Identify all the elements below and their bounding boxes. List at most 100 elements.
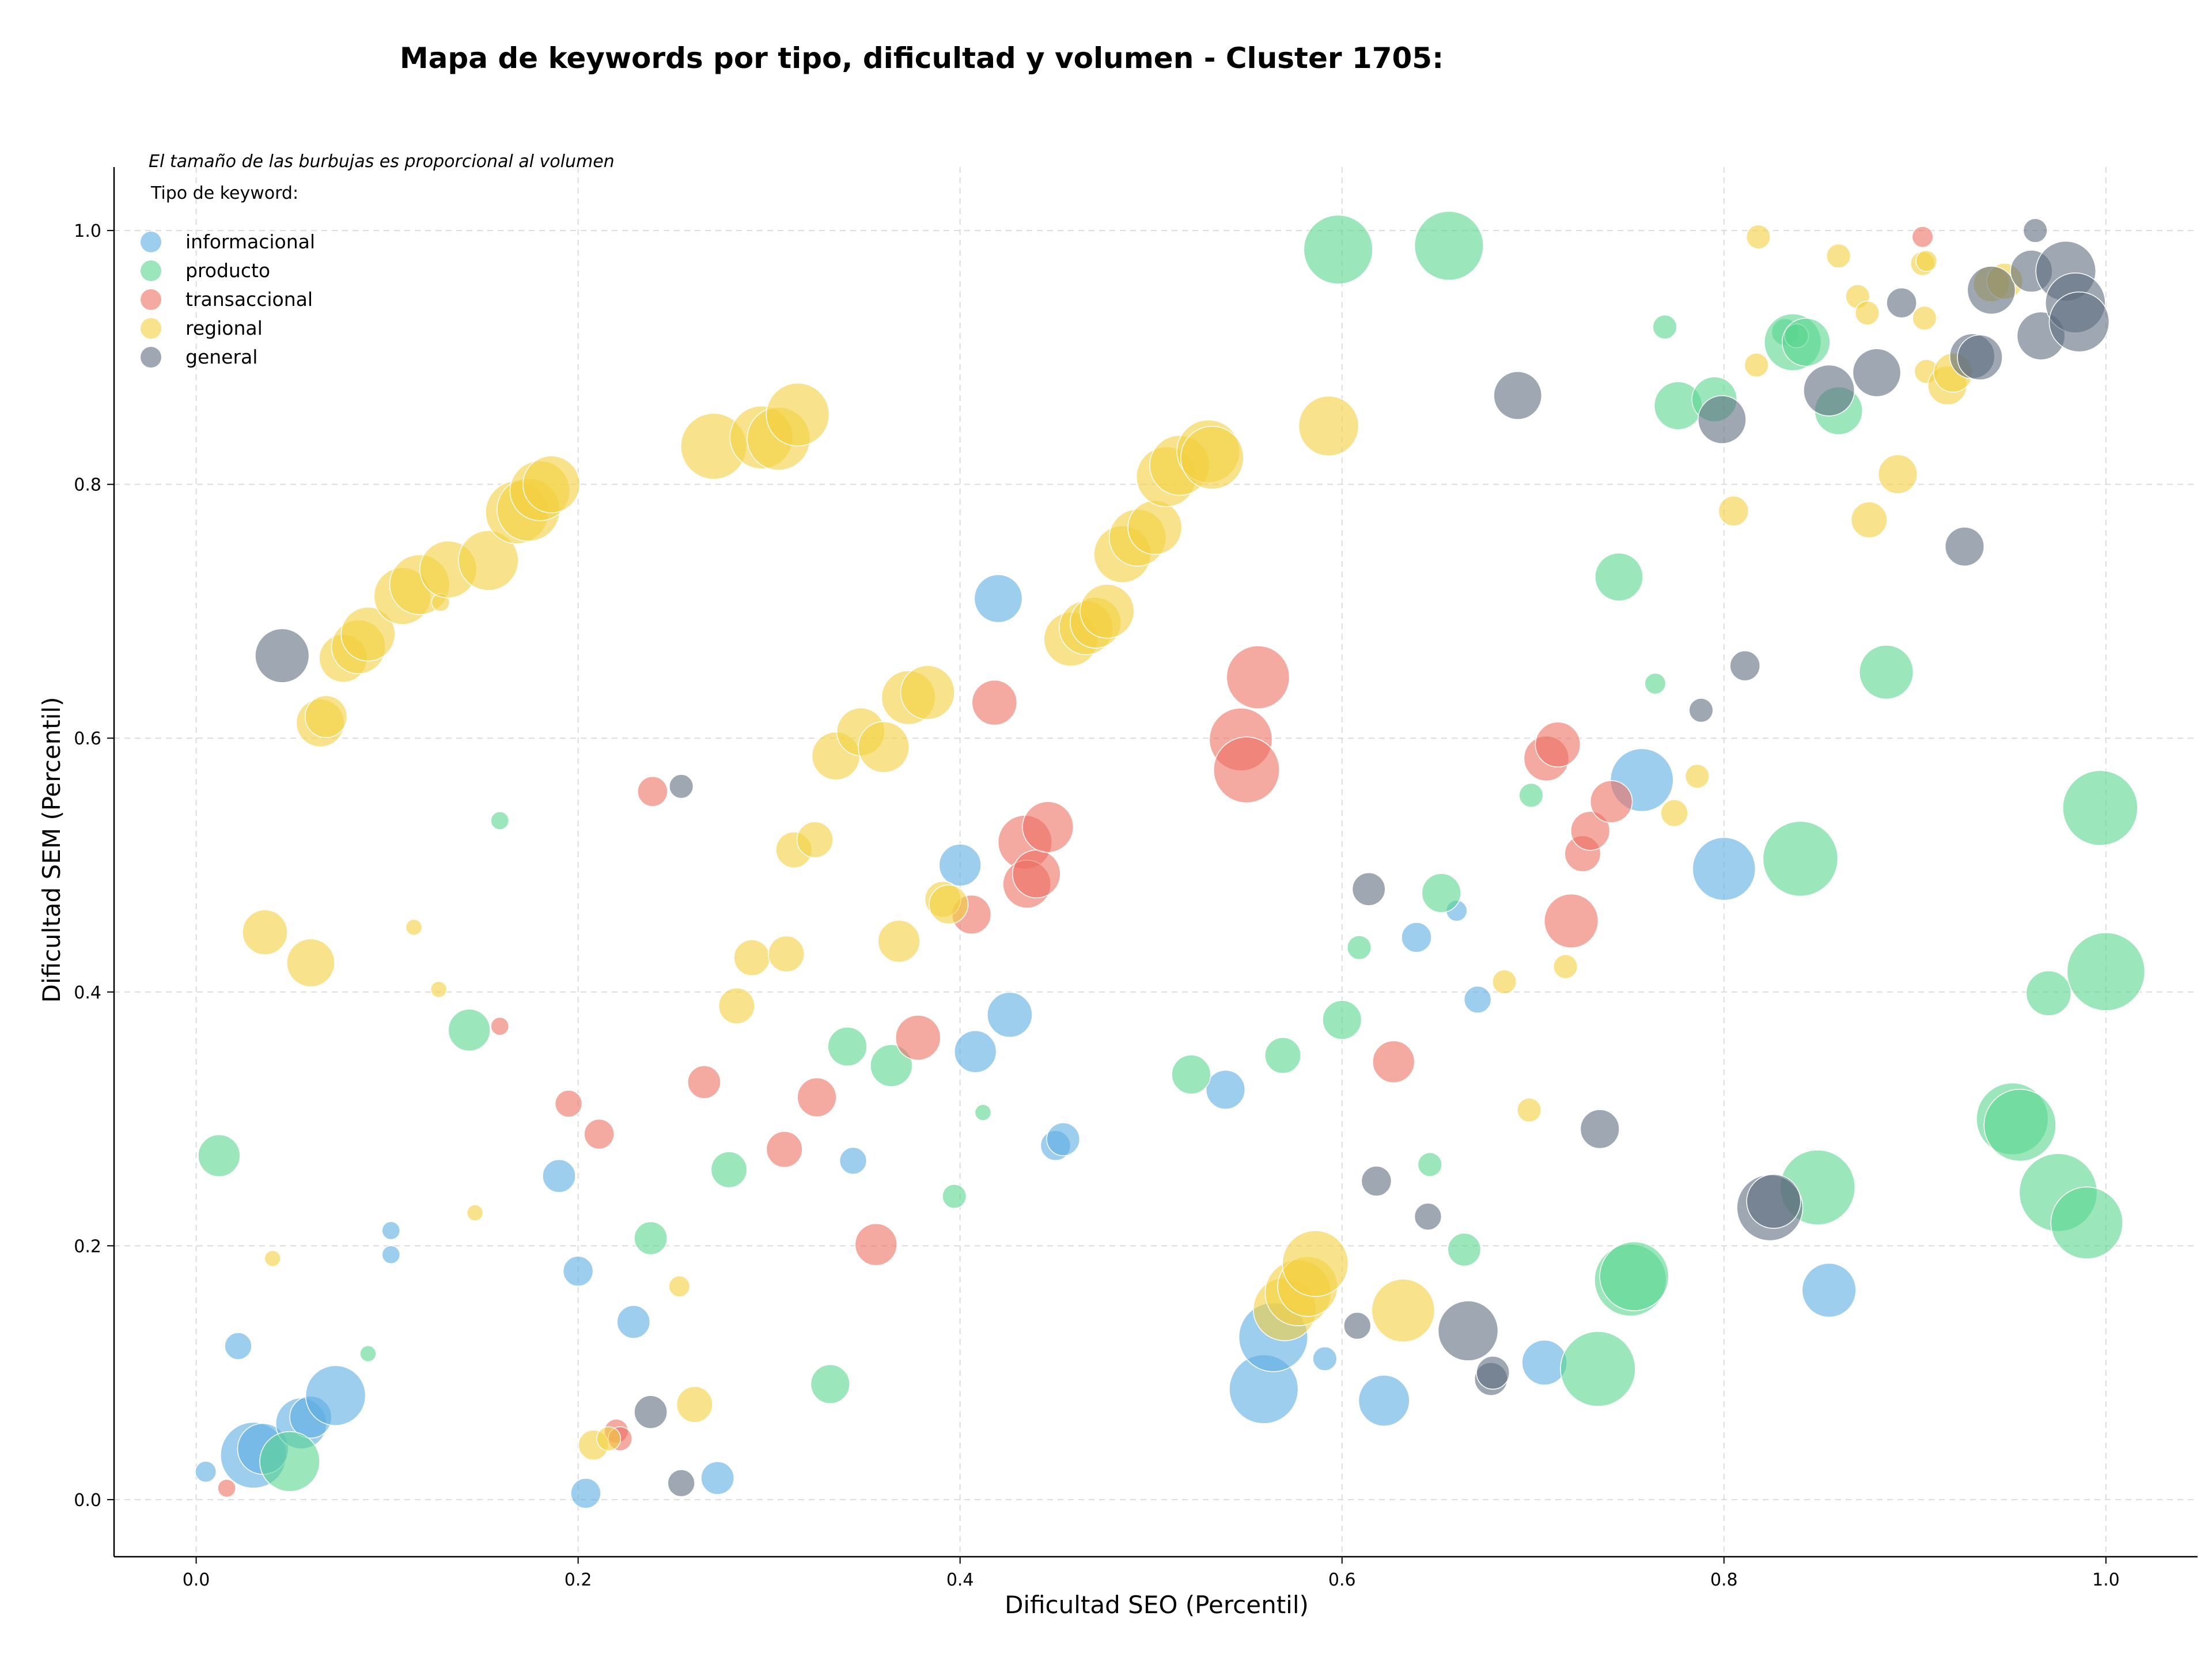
bubble-general — [1414, 1202, 1442, 1231]
bubble-producto — [2050, 1186, 2123, 1259]
bubble-regional — [304, 695, 348, 738]
bubble-informacional — [562, 1255, 594, 1287]
x-axis-label: Dificultad SEO (Percentil) — [1005, 1591, 1309, 1619]
bubble-regional — [596, 1426, 622, 1451]
bubble-general — [669, 774, 694, 799]
bubble-producto — [1594, 553, 1643, 601]
bubble-transaccional — [854, 1223, 897, 1266]
bubble-transaccional — [766, 1130, 803, 1168]
bubble-general — [2022, 218, 2048, 243]
bubble-informacional — [542, 1159, 576, 1193]
tick-labels: 0.0 0.2 0.4 0.6 0.8 1.0 0.0 0.2 0.4 0.6 0.8 1.0 — [74, 221, 2119, 1590]
bubble-transaccional — [1544, 893, 1599, 948]
x-tick-label: 0.6 — [1328, 1570, 1356, 1590]
legend-label-transaccional: transaccional — [185, 288, 313, 311]
bubble-general — [1957, 334, 2003, 381]
legend-marker-regional — [141, 318, 161, 339]
bubble-informacional — [224, 1332, 252, 1360]
bubble-producto — [942, 1183, 967, 1209]
bubble-producto — [1414, 211, 1484, 281]
bubble-regional — [1826, 243, 1851, 268]
bubble-informacional — [938, 843, 982, 887]
bubble-producto — [2066, 932, 2146, 1011]
bubble-general — [1493, 371, 1543, 420]
legend-marker-informacional — [141, 232, 161, 252]
bubble-regional — [1371, 1278, 1435, 1343]
series-general — [255, 218, 2110, 1497]
bubble-transaccional — [490, 1016, 510, 1036]
bubble-producto — [1347, 935, 1372, 960]
bubble-producto — [1762, 820, 1839, 897]
bubble-regional — [264, 1250, 281, 1267]
legend: Tipo de keyword: informacional producto tr… — [141, 183, 315, 368]
bubble-producto — [1417, 1152, 1442, 1177]
legend-label-general: general — [185, 346, 257, 368]
bubble-regional — [1684, 763, 1710, 789]
series-regional — [242, 224, 2024, 1461]
bubble-producto — [870, 1044, 913, 1087]
bubble-general — [1476, 1356, 1510, 1390]
series-transaccional — [217, 226, 1934, 1498]
legend-title: Tipo de keyword: — [150, 183, 298, 203]
bubble-producto — [1518, 782, 1544, 808]
bubble-general — [634, 1395, 668, 1429]
bubble-producto — [1983, 1088, 2056, 1162]
bubble-regional — [718, 987, 755, 1024]
bubble-general — [667, 1469, 695, 1497]
bubble-regional — [929, 884, 969, 925]
bubble-regional — [796, 821, 834, 858]
bubble-producto — [448, 1008, 491, 1052]
bubble-regional — [1912, 305, 1937, 331]
bubble-regional — [1854, 300, 1880, 326]
y-tick-label: 0.8 — [74, 475, 101, 495]
bubble-transaccional — [1570, 811, 1611, 851]
bubble-informacional — [381, 1245, 401, 1265]
bubble-regional — [1877, 454, 1918, 494]
bubble-regional — [1660, 799, 1688, 827]
bubble-producto — [710, 1151, 748, 1189]
bubble-producto — [1303, 214, 1373, 285]
x-tick-label: 0.2 — [565, 1570, 592, 1590]
bubble-transaccional — [797, 1077, 837, 1118]
bubble-regional — [1850, 501, 1888, 539]
bubble-regional — [900, 665, 955, 720]
bubble-producto — [490, 811, 510, 830]
bubble-transaccional — [554, 1089, 583, 1118]
bubble-regional — [766, 383, 830, 447]
bubble-informacional — [1358, 1375, 1410, 1427]
bubble-informacional — [1801, 1262, 1857, 1318]
bubble-informacional — [570, 1478, 601, 1509]
bubble-transaccional — [895, 1015, 941, 1061]
chart-title: Mapa de keywords por tipo, dificultad y … — [400, 41, 1444, 75]
bubble-informacional — [1046, 1122, 1081, 1156]
y-tick-label: 0.0 — [74, 1490, 101, 1511]
y-axis-label: Dificultad SEM (Percentil) — [37, 697, 66, 1003]
bubble-general — [1580, 1109, 1620, 1149]
x-tick-label: 1.0 — [2092, 1570, 2120, 1590]
bubble-regional — [768, 935, 805, 973]
bubble-regional — [242, 909, 288, 956]
bubble-general — [1351, 872, 1386, 906]
bubble-producto — [2062, 770, 2138, 846]
bubble-regional — [1517, 1098, 1542, 1123]
bubble-producto — [1322, 1000, 1362, 1040]
bubble-regional — [858, 721, 910, 773]
bubble-regional — [877, 920, 921, 963]
bubble-producto — [1560, 1331, 1636, 1407]
x-tick-label: 0.0 — [183, 1570, 210, 1590]
bubble-general — [1698, 395, 1747, 444]
bubble-regional — [430, 981, 448, 998]
bubble-informacional — [1692, 837, 1756, 901]
bubble-producto — [2025, 970, 2072, 1016]
bubble-transaccional — [971, 679, 1018, 726]
legend-marker-general — [141, 347, 161, 368]
bubble-general — [1343, 1311, 1372, 1340]
bubble-informacional — [1463, 985, 1492, 1014]
bubble-informacional — [305, 1365, 366, 1427]
bubble-producto — [827, 1026, 868, 1067]
bubble-regional — [1491, 969, 1517, 994]
bubble-regional — [522, 455, 581, 513]
bubble-producto — [259, 1431, 320, 1492]
bubble-transaccional — [637, 775, 668, 807]
bubble-producto — [1782, 317, 1831, 367]
